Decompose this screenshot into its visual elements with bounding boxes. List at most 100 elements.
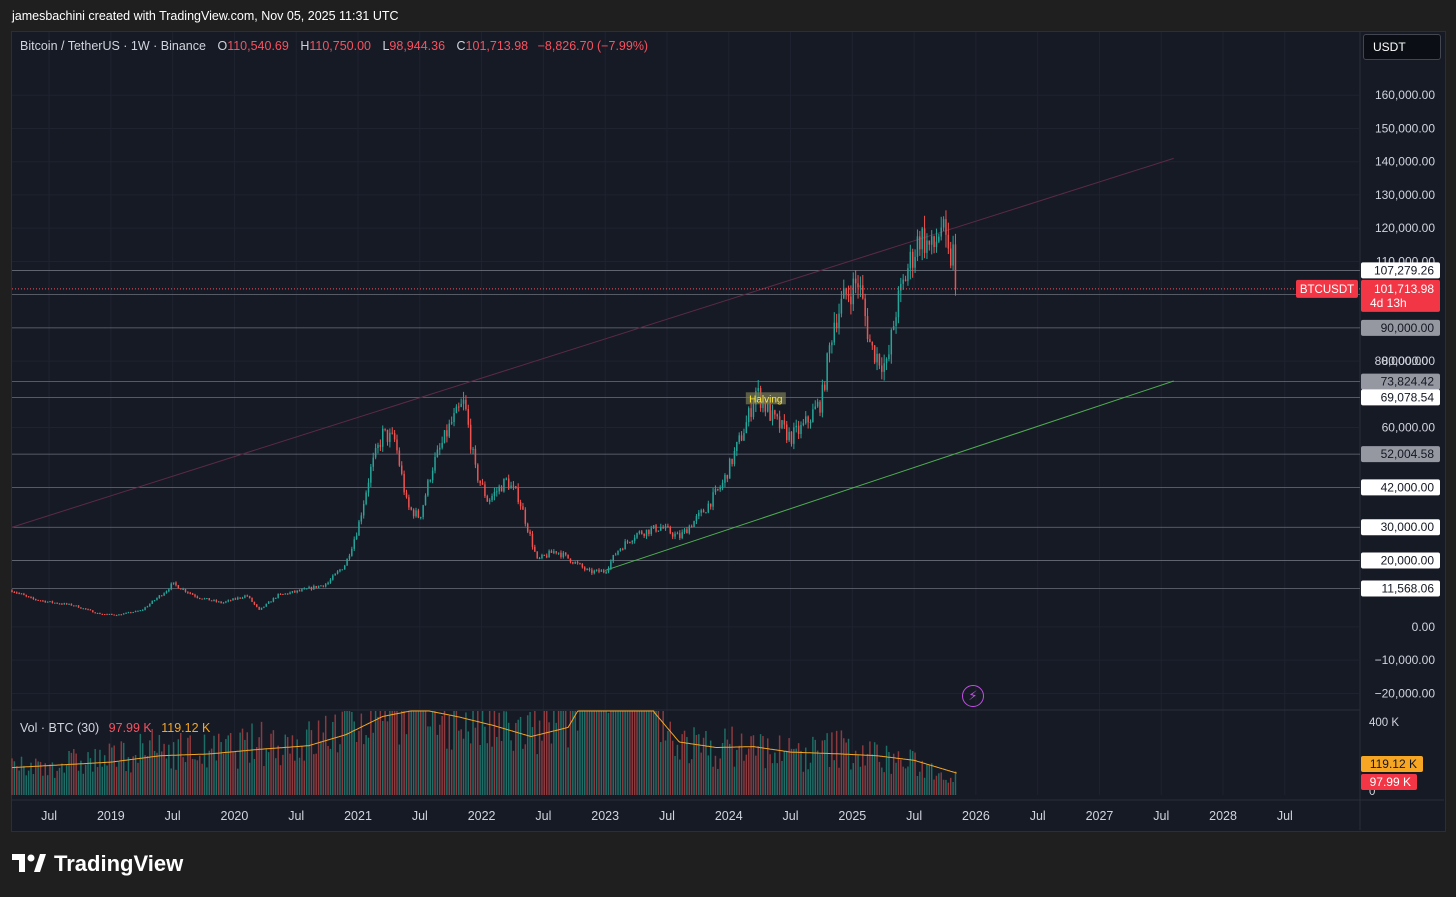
volume-bar xyxy=(809,762,812,795)
candle-body xyxy=(574,561,576,564)
volume-bar xyxy=(862,745,864,795)
candle-body xyxy=(448,423,451,437)
candle-body xyxy=(881,365,883,372)
candle-body xyxy=(49,601,51,603)
volume-bar xyxy=(793,748,795,795)
level-price-label-bg xyxy=(1361,519,1440,536)
volume-bar xyxy=(695,734,698,795)
volume-bar xyxy=(151,729,153,795)
volume-bar xyxy=(902,766,904,795)
volume-bar xyxy=(522,748,524,795)
candle-body xyxy=(68,603,70,605)
currency-button[interactable]: USDT xyxy=(1363,34,1441,60)
volume-bar xyxy=(194,759,196,795)
volume-bar xyxy=(237,768,239,795)
volume-bar xyxy=(907,766,909,795)
volume-bar xyxy=(864,765,866,795)
volume-bar xyxy=(731,726,733,795)
candle-body xyxy=(70,603,73,606)
volume-bar xyxy=(892,753,895,795)
candle-body xyxy=(923,228,926,253)
lightning-icon[interactable]: ⚡ xyxy=(962,685,984,707)
volume-bar xyxy=(812,736,814,795)
candle-body xyxy=(486,496,489,502)
volume-bar xyxy=(201,763,203,795)
volume-bar xyxy=(355,741,358,795)
candle-body xyxy=(46,601,49,603)
volume-bar xyxy=(160,751,163,795)
candle-body xyxy=(18,593,20,595)
volume-bar xyxy=(726,739,729,795)
candle-body xyxy=(626,541,629,543)
volume-bar xyxy=(550,743,553,795)
volume-bar xyxy=(709,740,712,795)
volume-ma-label-bg xyxy=(1361,756,1423,772)
volume-bar xyxy=(58,767,61,795)
candle-body xyxy=(904,279,907,282)
volume-bar xyxy=(503,711,505,795)
candle-body xyxy=(132,612,134,614)
level-price-label: 90,000.00 xyxy=(1381,321,1435,335)
volume-bar xyxy=(275,758,277,795)
candle-body xyxy=(545,555,548,558)
candle-body xyxy=(750,408,752,417)
candle-body xyxy=(320,585,322,587)
volume-bar xyxy=(593,711,595,795)
candle-body xyxy=(876,353,878,363)
high-label: H xyxy=(300,39,310,53)
candle-body xyxy=(168,589,170,592)
volume-bar xyxy=(73,749,75,795)
volume-bar xyxy=(688,763,691,795)
volume-bar xyxy=(296,739,298,795)
volume-bar xyxy=(431,711,434,795)
candle-body xyxy=(65,603,68,605)
volume-bar xyxy=(686,736,688,795)
volume-bar xyxy=(740,733,743,795)
volume-bar xyxy=(374,711,377,795)
candle-body xyxy=(776,414,778,417)
candle-body xyxy=(797,425,800,434)
volume-bar xyxy=(305,729,308,795)
candle-body xyxy=(619,548,622,551)
volume-bar xyxy=(51,762,54,795)
volume-bar xyxy=(648,711,650,795)
candle-body xyxy=(526,523,529,532)
volume-bar xyxy=(595,711,598,795)
volume-bar xyxy=(923,777,926,795)
candle-body xyxy=(51,601,54,603)
volume-bar xyxy=(381,720,384,795)
candle-body xyxy=(253,601,256,605)
candle-body xyxy=(122,613,125,615)
volume-bar xyxy=(265,748,268,795)
candle-body xyxy=(605,571,607,573)
volume-bar xyxy=(759,734,762,795)
symbol-label[interactable]: Bitcoin / TetherUS · 1W · Binance xyxy=(20,39,206,53)
candle-body xyxy=(75,605,77,607)
volume-bar xyxy=(819,754,821,795)
candle-body xyxy=(260,607,263,610)
candle-body xyxy=(25,595,27,597)
candle-body xyxy=(757,388,759,391)
volume-bar xyxy=(251,723,253,795)
volume-bar xyxy=(881,767,883,795)
volume-bar xyxy=(277,745,279,795)
volume-bar xyxy=(933,779,935,795)
candle-body xyxy=(572,562,574,564)
volume-bar xyxy=(655,711,657,795)
volume-bar xyxy=(175,769,177,795)
volume-bar xyxy=(443,711,446,795)
time-axis-tick: Jul xyxy=(535,809,551,823)
volume-label[interactable]: Vol · BTC (30) xyxy=(20,721,100,735)
candle-body xyxy=(576,561,579,564)
candle-body xyxy=(30,597,32,599)
candle-body xyxy=(187,591,189,593)
volume-bar xyxy=(629,711,631,795)
volume-bar xyxy=(239,732,241,795)
candle-body xyxy=(897,290,900,318)
candle-body xyxy=(244,595,246,598)
candle-body xyxy=(329,579,332,583)
volume-bar xyxy=(11,758,13,795)
candle-body xyxy=(339,569,341,572)
candle-body xyxy=(695,516,698,522)
